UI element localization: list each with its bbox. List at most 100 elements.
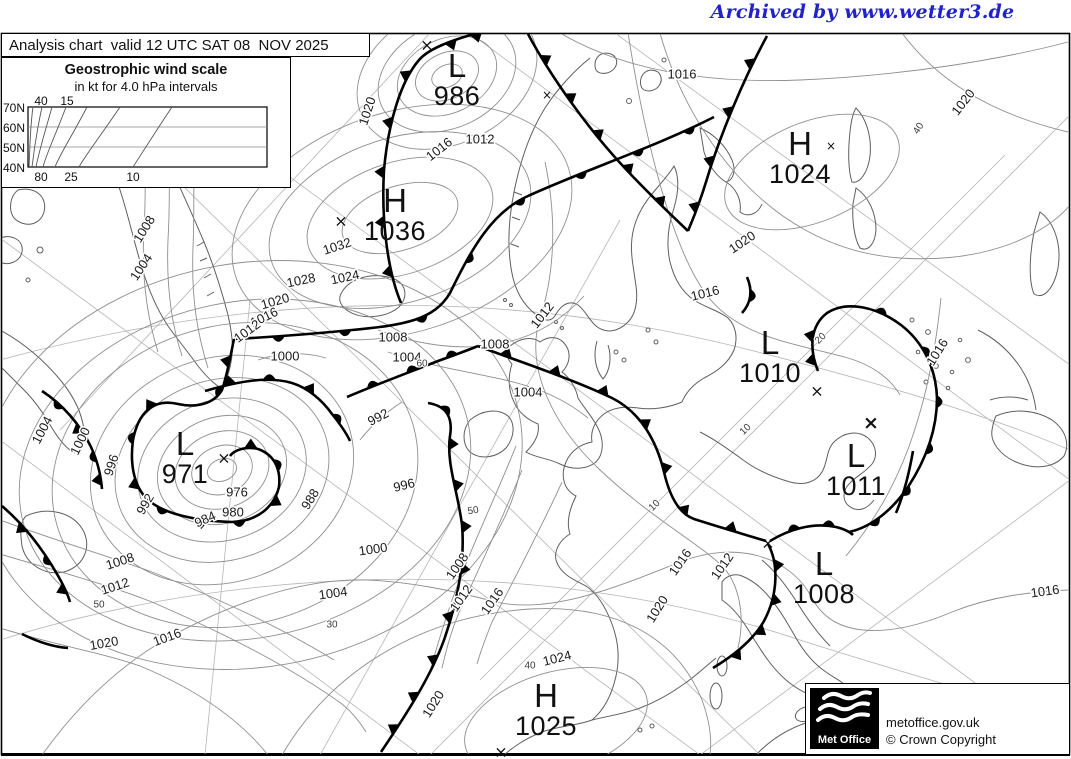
pressure-center-cross: × [334, 211, 348, 231]
cold-front-triangle-icon [270, 494, 282, 506]
warm-front-semicircle-icon [43, 554, 52, 566]
cold-front-triangle-icon [730, 648, 742, 661]
isobar-label: 1016 [423, 134, 455, 164]
front-trough-aegean [894, 450, 915, 514]
pressure-center-letter: L [760, 324, 780, 362]
pressure-center-value: 1008 [792, 579, 856, 610]
cold-front-triangle-icon [382, 116, 393, 130]
isobar-label: 1020 [355, 95, 378, 127]
cold-front-triangle-icon [244, 438, 258, 449]
warm-front-semicircle-icon [338, 330, 352, 337]
isobar-label: 1016 [1030, 582, 1061, 601]
pressure-center-letter: H [788, 125, 812, 163]
pressure-center-cross: × [217, 448, 231, 468]
wind-speed-label: 40 [524, 661, 536, 672]
isobar-label: 1016 [689, 282, 721, 304]
cold-front-triangle-icon [743, 58, 756, 70]
metoffice-logo: Met Office [810, 688, 879, 749]
wind-scale-bottom-value: 25 [64, 170, 78, 184]
warm-front-semicircle-icon [868, 517, 880, 527]
wind-scale-subtitle: in kt for 4.0 hPa intervals [74, 79, 218, 94]
pressure-center-value: 1036 [363, 216, 427, 247]
cold-front-triangle-icon [374, 215, 385, 229]
isobar-label: 1024 [329, 267, 360, 288]
warm-front-semicircle-icon [156, 506, 169, 515]
front-cold-L1008-south [712, 543, 777, 670]
wind-speed-label: 50 [93, 600, 105, 611]
isobar-label: 980 [222, 505, 244, 520]
wind-speed-label: 60 [416, 359, 428, 370]
front-occluded-L971-spiral [130, 338, 281, 524]
cold-front-triangle-icon [449, 437, 459, 451]
pressure-center-L971: L 971 [162, 425, 209, 488]
warm-front-semicircle-icon [406, 365, 419, 374]
cold-front-triangle-icon [596, 384, 609, 397]
warm-front-semicircle-icon [440, 405, 451, 416]
isobar-label: 1016 [151, 625, 183, 649]
wind-scale-latitude-label: 70N [2, 101, 26, 115]
isobar-label: 984 [192, 508, 218, 531]
warm-front-semicircle-icon [936, 395, 943, 409]
pressure-center-letter: H [534, 677, 558, 715]
front-cold-greenland-sea [382, 34, 479, 304]
isobar-label: 1016 [923, 336, 951, 368]
pressure-center-L1011: L 1011 [826, 439, 886, 500]
pressure-center-value: 1025 [514, 711, 578, 742]
front-trough-L1010 [741, 276, 752, 314]
warm-front-semicircle-icon [874, 307, 887, 316]
warm-front-semicircle-icon [127, 431, 135, 445]
cold-front-triangle-icon [220, 355, 231, 368]
cold-front-triangle-icon [770, 593, 782, 606]
cold-front-triangle-icon [499, 347, 512, 359]
cold-front-triangle-icon [773, 558, 785, 572]
isobar-label: 1020 [643, 593, 671, 625]
wind-speed-label: 30 [326, 620, 338, 631]
pressure-center-value: 986 [433, 81, 481, 112]
pressure-center-letter: L [175, 425, 195, 463]
cold-front-triangle-icon [146, 399, 157, 411]
pressure-center-cross: × [761, 533, 775, 553]
isobar-label: 1008 [130, 213, 158, 245]
cold-front-triangle-icon [469, 34, 482, 43]
isobar-label: 1012 [466, 132, 495, 147]
warm-front-semicircle-icon [925, 442, 934, 455]
pressure-center-L986: L 986 [433, 47, 481, 112]
isobar-label: 1032 [321, 234, 353, 257]
cold-front-triangle-icon [703, 155, 715, 168]
isobar-label: 1008 [443, 550, 472, 582]
isobar-label: 1004 [514, 385, 543, 400]
warm-front-semicircle-icon [232, 520, 246, 527]
isobar-label: 1012 [708, 550, 737, 582]
isobar-label: 1020 [88, 633, 119, 653]
archive-banner: Archived by www.wetter3.de [710, 1, 1015, 23]
wind-speed-label: 10 [738, 422, 754, 438]
isobar-label: 1000 [358, 540, 389, 559]
warm-front-semicircle-icon [921, 346, 930, 358]
warm-front-semicircle-icon [631, 148, 644, 157]
metoffice-url: metoffice.gov.uk [886, 715, 980, 731]
isobar-label: 1016 [666, 546, 695, 578]
wind-scale-box: Geostrophic wind scale in kt for 4.0 hPa… [1, 57, 291, 188]
warm-front-semicircle-icon [445, 350, 458, 359]
cold-front-triangle-icon [427, 654, 439, 667]
cold-front-triangle-icon [639, 419, 651, 431]
cold-front-triangle-icon [722, 106, 734, 119]
warm-front-semicircle-icon [683, 126, 695, 135]
metoffice-logo-label: Met Office [817, 734, 872, 746]
warm-front-semicircle-icon [89, 450, 98, 463]
wind-scale-latitude-label: 60N [2, 121, 26, 135]
isobar-label: 1000 [271, 349, 300, 364]
pressure-center-letter: L [447, 47, 467, 85]
chart-title-box: Analysis chart valid 12 UTC SAT 08 NOV 2… [1, 33, 370, 57]
isobar-label: 992 [365, 405, 391, 428]
isobar-label: 1024 [541, 647, 573, 669]
isobar-label: 976 [226, 485, 248, 500]
cold-front-triangle-icon [592, 129, 604, 141]
cold-front-triangle-icon [653, 195, 666, 208]
warm-front-semicircle-icon [749, 289, 756, 303]
cold-front-triangle-icon [460, 562, 471, 576]
isobar-label: 1004 [318, 584, 349, 603]
cold-front-triangle-icon [805, 353, 816, 366]
warm-front-semicircle-icon [513, 196, 526, 206]
